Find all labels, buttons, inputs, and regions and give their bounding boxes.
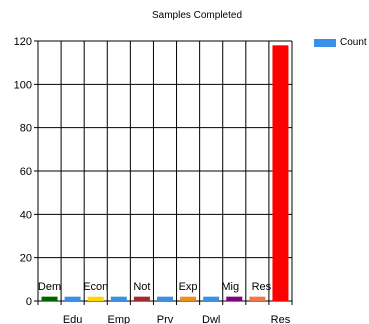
chart-title: Samples Completed <box>152 10 242 21</box>
bar <box>180 296 197 301</box>
x-tick-label: Emp <box>108 314 131 324</box>
y-tick-label: 20 <box>20 253 32 265</box>
x-tick-label: Econ <box>83 281 108 293</box>
y-tick-label: 100 <box>14 79 32 91</box>
bar <box>110 296 127 301</box>
y-tick-label: 40 <box>20 209 32 221</box>
bar <box>87 296 104 301</box>
x-tick-label: Res <box>271 314 291 324</box>
y-tick-label: 60 <box>20 166 32 178</box>
x-tick-label: Mig <box>221 281 239 293</box>
x-tick-label: Not <box>133 281 150 293</box>
y-tick-label: 80 <box>20 123 32 135</box>
bar <box>133 296 150 301</box>
bar <box>41 296 58 301</box>
y-tick-label: 120 <box>14 36 32 48</box>
bar <box>226 296 243 301</box>
x-tick-label: Dwl <box>202 314 220 324</box>
x-tick-label: Exp <box>179 281 198 293</box>
y-tick-label: 0 <box>26 296 32 308</box>
bar <box>272 45 289 302</box>
x-tick-label: Res <box>252 281 272 293</box>
legend: Count <box>314 37 367 48</box>
bar <box>157 296 173 301</box>
x-tick-label: Dem <box>38 281 61 293</box>
legend-swatch <box>314 38 336 47</box>
bar <box>249 296 266 301</box>
bar <box>64 296 81 301</box>
plot-area: 0 20 40 60 80 100 120 Dem Edu Econ Emp Not Prv Exp Dwl… <box>14 36 293 324</box>
x-tick-label: Prv <box>157 314 174 324</box>
legend-label: Count <box>340 37 367 48</box>
bar <box>203 296 220 301</box>
x-tick-label: Edu <box>63 314 83 324</box>
